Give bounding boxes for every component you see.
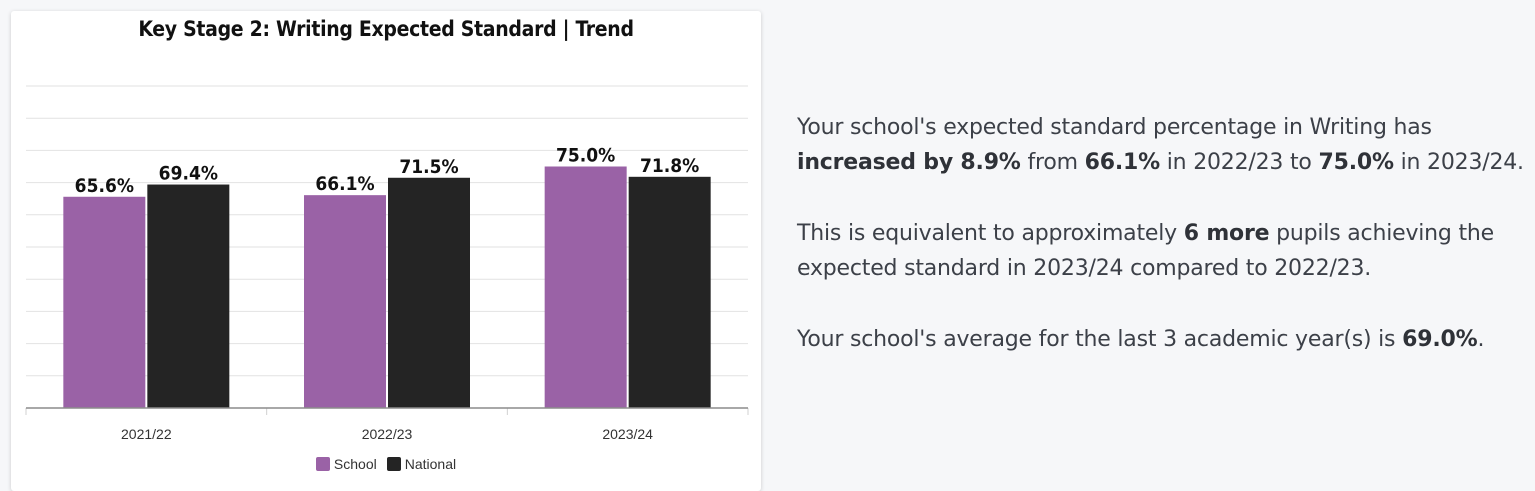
chart-card: Key Stage 2: Writing Expected Standard |…: [11, 11, 761, 491]
x-tick-label: 2023/24: [602, 426, 653, 442]
data-label: 69.4%: [159, 163, 218, 185]
data-label: 75.0%: [556, 145, 615, 167]
data-label: 71.8%: [640, 155, 699, 177]
bar-national-2021-22: [147, 184, 230, 408]
x-tick-label: 2021/22: [121, 426, 172, 442]
chart-title: Key Stage 2: Writing Expected Standard |…: [138, 17, 634, 41]
legend-label-national: National: [404, 456, 457, 472]
legend-swatch-national: [386, 457, 401, 471]
summary-paragraph-pupils: This is equivalent to approximately 6 mo…: [797, 221, 1494, 281]
summary-text: Your school's expected standard percenta…: [797, 110, 1532, 393]
bar-chart: 65.6% 69.4% 2021/22 66.1% 71.5% 2022/23 75.0% 7…: [25, 85, 749, 442]
legend-item-national[interactable]: National: [386, 456, 457, 472]
bar-national-2023-24: [628, 176, 711, 408]
summary-paragraph-average: Your school's average for the last 3 aca…: [797, 327, 1485, 352]
bar-school-2023-24: [544, 166, 627, 408]
summary-paragraph-change: Your school's expected standard percenta…: [797, 115, 1524, 175]
legend-swatch-school: [315, 457, 330, 471]
chart-legend: School National: [11, 456, 761, 472]
data-label: 71.5%: [399, 156, 458, 178]
legend-label-school: School: [333, 456, 377, 472]
legend-item-school[interactable]: School: [315, 456, 377, 472]
x-tick-label: 2022/23: [362, 426, 413, 442]
data-label: 66.1%: [315, 173, 374, 195]
data-label: 65.6%: [75, 175, 134, 197]
bar-school-2021-22: [63, 196, 146, 408]
bar-school-2022-23: [304, 195, 386, 408]
bar-national-2022-23: [388, 177, 470, 408]
